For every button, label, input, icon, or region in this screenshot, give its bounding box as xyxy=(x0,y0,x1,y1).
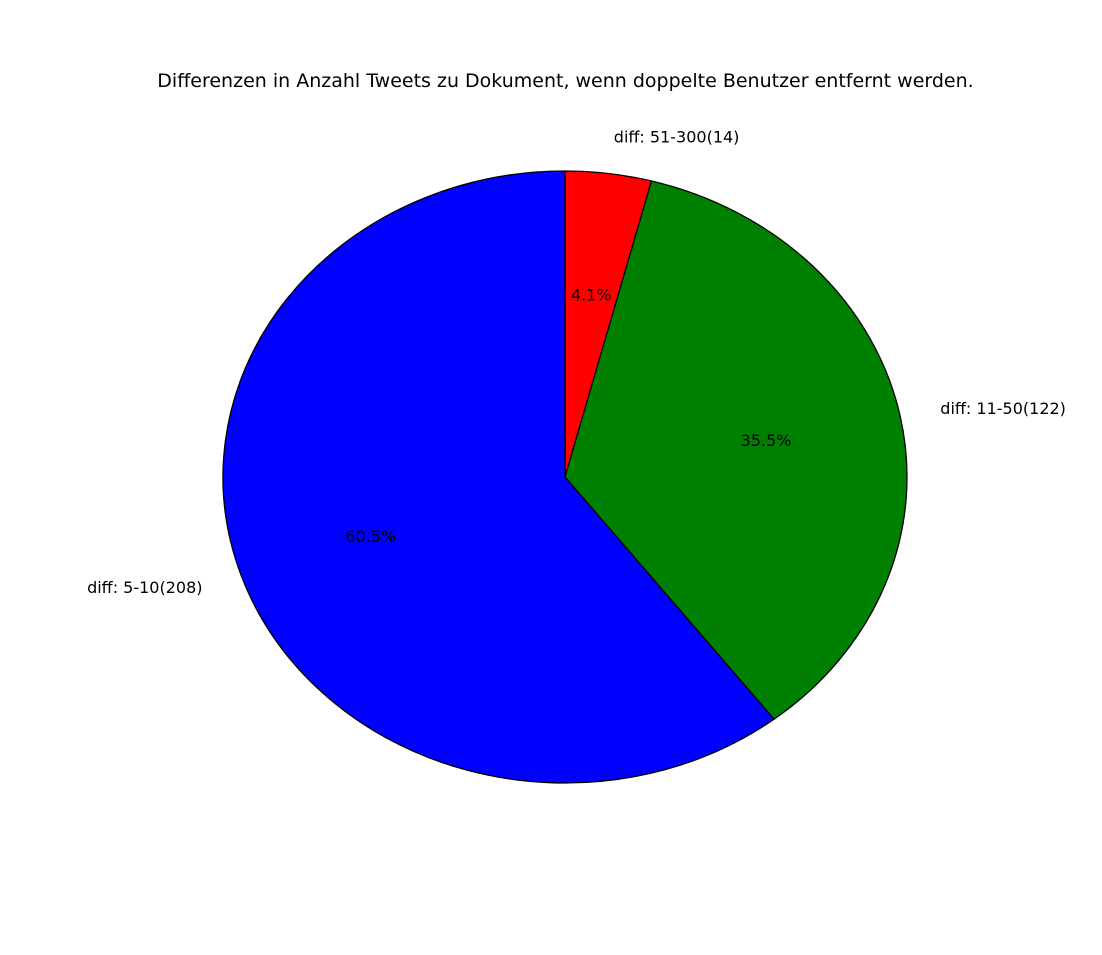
pie-percent-label-1: 35.5% xyxy=(741,431,792,450)
pie-slice-label-2: diff: 5-10(208) xyxy=(87,578,202,597)
pie-slices xyxy=(222,170,908,784)
pie-percent-label-2: 60.5% xyxy=(345,527,396,546)
chart-title: Differenzen in Anzahl Tweets zu Dokument… xyxy=(157,70,974,92)
pie-slice-label-0: diff: 51-300(14) xyxy=(614,128,740,147)
pie-slice-label-1: diff: 11-50(122) xyxy=(940,399,1066,418)
pie-slice-1 xyxy=(564,180,908,720)
pie-percent-label-0: 4.1% xyxy=(571,285,612,304)
pie-slice-2 xyxy=(222,170,775,784)
pie-labels: 4.1% diff: 51-300(14) 35.5% diff: 11-50(122… xyxy=(87,128,1066,598)
